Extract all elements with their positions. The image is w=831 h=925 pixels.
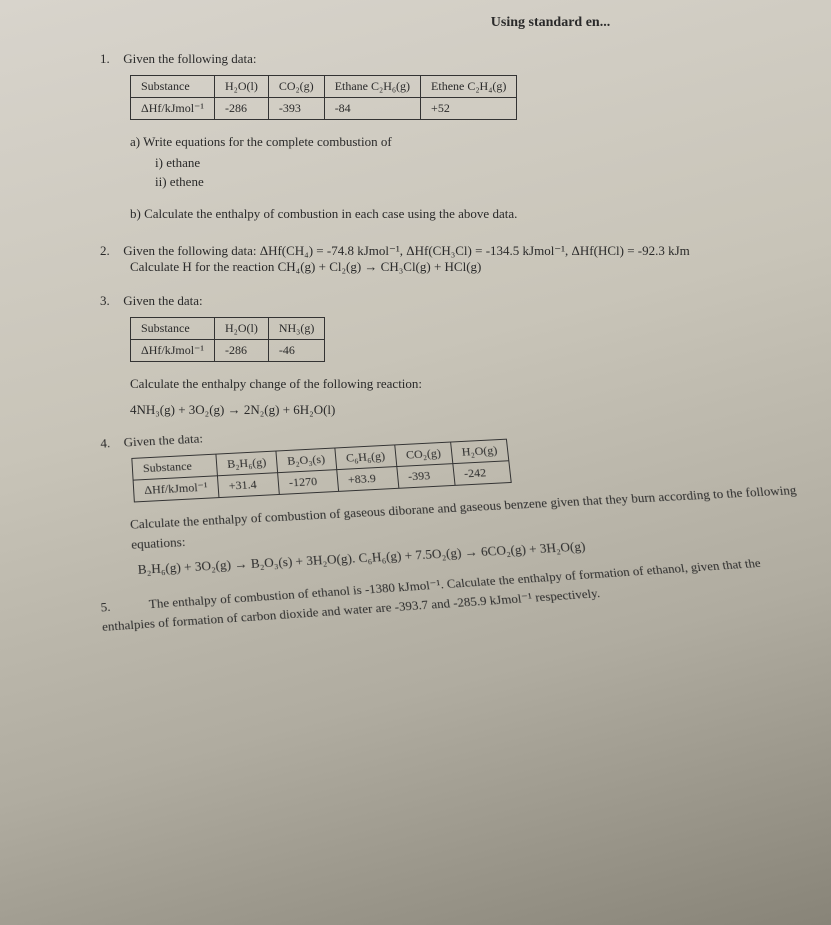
table-cell: Substance <box>131 76 215 98</box>
table-row: Substance H₂O(l) NH₃(g) <box>131 317 325 339</box>
q1-table: Substance H₂O(l) CO₂(g) Ethane C₂H₆(g) E… <box>130 75 517 120</box>
question-1: 1. Given the following data: Substance H… <box>100 51 801 225</box>
table-row: ΔHf/kJmol⁻¹ -286 -46 <box>131 339 325 361</box>
q4-table: Substance B₂H₆(g) B₂O₃(s) C₆H₆(g) CO₂(g)… <box>131 439 512 503</box>
table-cell: +31.4 <box>217 473 279 498</box>
q5-number: 5. <box>100 599 121 616</box>
question-4: 4. Given the data: Substance B₂H₆(g) B₂O… <box>100 401 818 580</box>
page-header: Using standard en... <box>300 15 801 31</box>
table-cell: Ethane C₂H₆(g) <box>324 76 420 98</box>
table-cell: +52 <box>421 98 517 120</box>
q1-part-b: b) Calculate the enthalpy of combustion … <box>130 204 801 225</box>
table-cell: -84 <box>324 98 420 120</box>
table-cell: -242 <box>452 461 511 486</box>
table-row: Substance H₂O(l) CO₂(g) Ethane C₂H₆(g) E… <box>131 76 517 98</box>
q3-calc: Calculate the enthalpy change of the fol… <box>130 374 801 395</box>
q4-text: Given the data: <box>123 431 203 450</box>
table-cell: -286 <box>214 98 268 120</box>
table-cell: H₂O(l) <box>214 317 268 339</box>
table-row: ΔHf/kJmol⁻¹ -286 -393 -84 +52 <box>131 98 517 120</box>
table-cell: -286 <box>214 339 268 361</box>
question-2: 2. Given the following data: ΔHf(CH₄) = … <box>100 243 801 275</box>
table-cell: CO₂(g) <box>268 76 324 98</box>
q4-number: 4. <box>100 435 121 452</box>
table-cell: -46 <box>268 339 325 361</box>
table-cell: +83.9 <box>336 467 398 492</box>
table-cell: -393 <box>397 464 455 489</box>
q1-part-a: a) Write equations for the complete comb… <box>130 132 801 153</box>
table-cell: -393 <box>268 98 324 120</box>
q2-calc: Calculate H for the reaction CH₄(g) + Cl… <box>130 259 801 275</box>
question-3: 3. Given the data: Substance H₂O(l) NH₃(… <box>100 293 801 419</box>
q2-number: 2. <box>100 243 120 259</box>
table-cell: H₂O(l) <box>214 76 268 98</box>
q3-number: 3. <box>100 293 120 309</box>
q3-text: Given the data: <box>123 293 202 308</box>
table-cell: NH₃(g) <box>268 317 325 339</box>
table-cell: Substance <box>131 317 215 339</box>
table-cell: ΔHf/kJmol⁻¹ <box>133 476 219 502</box>
table-cell: ΔHf/kJmol⁻¹ <box>131 339 215 361</box>
q2-text: Given the following data: ΔHf(CH₄) = -74… <box>123 243 690 258</box>
q1-part-ai: i) ethane <box>155 153 801 173</box>
table-cell: ΔHf/kJmol⁻¹ <box>131 98 215 120</box>
table-cell: Ethene C₂H₄(g) <box>421 76 517 98</box>
table-cell: -1270 <box>278 470 339 495</box>
q1-number: 1. <box>100 51 120 67</box>
q1-text: Given the following data: <box>123 51 256 66</box>
q1-part-aii: ii) ethene <box>155 172 801 192</box>
q3-table: Substance H₂O(l) NH₃(g) ΔHf/kJmol⁻¹ -286… <box>130 317 325 362</box>
